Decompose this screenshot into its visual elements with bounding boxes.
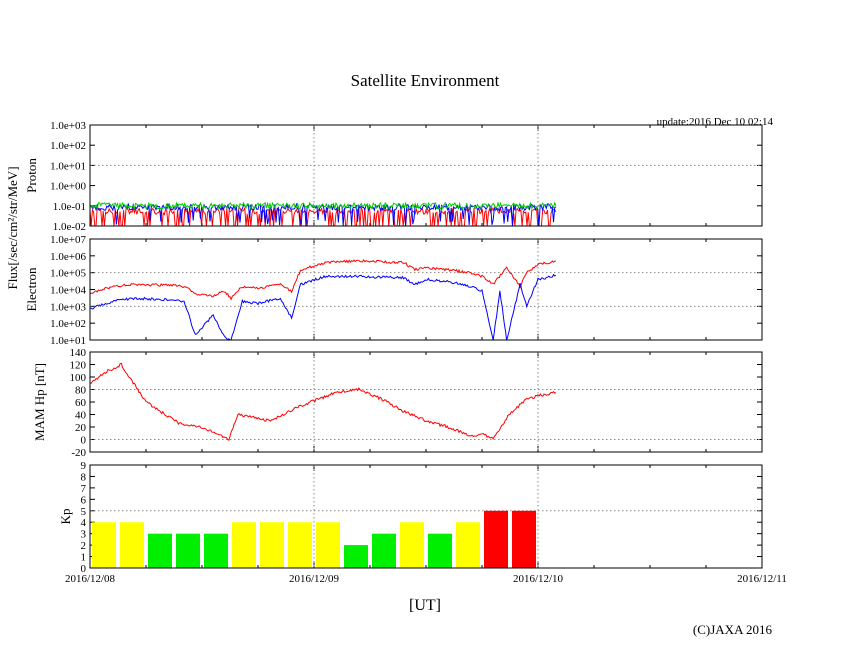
kp-bar (512, 510, 536, 568)
y-tick-label: 140 (70, 347, 87, 359)
x-tick-label: 2016/12/11 (737, 573, 787, 585)
copyright: (C)JAXA 2016 (693, 622, 773, 637)
y-tick-label: 120 (70, 360, 87, 372)
kp-bar (120, 522, 144, 568)
kp-bar (176, 533, 200, 568)
panel-1-plot (90, 258, 557, 340)
flux-axis-label: Flux[/sec/cm²/str/MeV] (5, 166, 20, 289)
kp-bar (148, 533, 172, 568)
y-tick-label: 9 (81, 460, 87, 472)
kp-bar (428, 533, 452, 568)
y-tick-label: 1.0e-01 (53, 201, 86, 213)
kp-bar (92, 522, 116, 568)
panel-0-plot (90, 200, 557, 226)
y-tick-label: 60 (75, 397, 87, 409)
kp-bar (400, 522, 424, 568)
y-tick-label: 1.0e-02 (53, 221, 86, 233)
y-tick-label: 1.0e+07 (50, 234, 86, 246)
x-tick-label: 2016/12/09 (289, 573, 340, 585)
y-tick-label: -20 (71, 447, 86, 459)
kp-bar (344, 545, 368, 568)
y-tick-label: 2 (81, 540, 87, 552)
kp-bar (260, 522, 284, 568)
y-tick-label: 1.0e+00 (50, 181, 86, 193)
y-tick-label: 1.0e+03 (50, 120, 86, 132)
kp-bar (288, 522, 312, 568)
electron-axis-label: Electron (24, 267, 39, 312)
panel-3-plot (92, 510, 536, 568)
y-tick-label: 1.0e+06 (50, 251, 86, 263)
y-tick-label: 6 (81, 494, 87, 506)
x-tick-label: 2016/12/08 (65, 573, 116, 585)
kp-bar (232, 522, 256, 568)
x-axis-label: [UT] (409, 597, 441, 614)
y-tick-label: 5 (81, 506, 87, 518)
kp-bar (484, 510, 508, 568)
y-tick-label: 1 (81, 552, 87, 564)
y-tick-label: 1.0e+04 (50, 285, 86, 297)
series-2-0-line (90, 362, 557, 441)
y-tick-label: 1.0e+02 (50, 318, 86, 330)
panel-3-frame (89, 464, 763, 569)
series-0-0-line (90, 206, 557, 226)
chart-title: Satellite Environment (351, 71, 500, 90)
update-timestamp: update:2016 Dec 10 02:14 (657, 116, 774, 128)
panel-2-plot (90, 362, 557, 441)
mam-hp-axis-label: MAM Hp [nT] (32, 363, 47, 441)
y-tick-label: 100 (70, 372, 87, 384)
y-tick-label: 0 (81, 563, 87, 575)
y-tick-label: 3 (81, 529, 87, 541)
kp-bar (316, 522, 340, 568)
y-tick-label: 0 (81, 435, 87, 447)
y-tick-label: 1.0e+05 (50, 268, 86, 280)
x-tick-label: 2016/12/10 (513, 573, 564, 585)
kp-bar (372, 533, 396, 568)
y-tick-label: 1.0e+01 (50, 160, 86, 172)
panel-1-frame (89, 238, 763, 341)
panel-0-frame (89, 124, 763, 227)
kp-axis-label: Kp (58, 509, 73, 525)
y-tick-label: 1.0e+01 (50, 335, 86, 347)
kp-bar (456, 522, 480, 568)
kp-bar (204, 533, 228, 568)
y-tick-label: 8 (81, 471, 87, 483)
y-tick-label: 40 (75, 410, 87, 422)
panel-2-frame (89, 351, 763, 453)
y-tick-label: 4 (81, 517, 87, 529)
y-tick-label: 80 (75, 385, 87, 397)
series-0-2-line (90, 200, 557, 211)
y-tick-label: 1.0e+02 (50, 140, 86, 152)
series-1-0-line (90, 258, 557, 301)
series-1-1-line (90, 273, 557, 340)
proton-axis-label: Proton (24, 158, 39, 193)
y-tick-label: 1.0e+03 (50, 301, 86, 313)
chart-panels: 1.0e-02 1.0e-01 1.0e+00 1.0e+01 1.0e+02 1.0e+… (24, 120, 787, 585)
y-tick-label: 20 (75, 422, 87, 434)
y-tick-label: 7 (81, 483, 87, 495)
